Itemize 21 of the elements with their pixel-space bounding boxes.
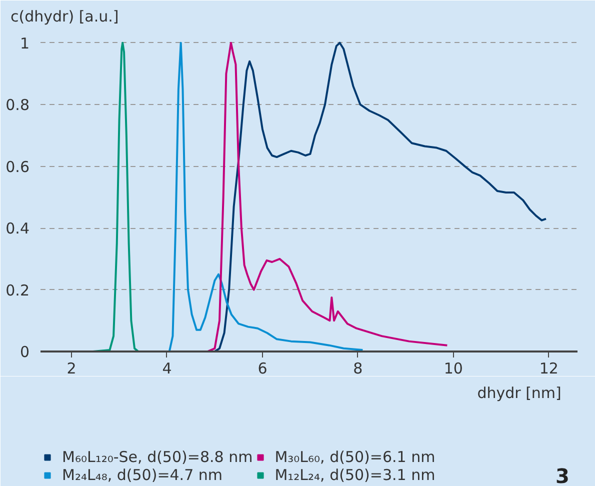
legend-label: M₃₀L₆₀, d(50)=6.1 nm bbox=[274, 448, 436, 466]
line-series bbox=[214, 42, 547, 352]
x-tick-label: 10 bbox=[444, 360, 463, 378]
legend-label: M₆₀L₁₂₀-Se, d(50)=8.8 nm bbox=[62, 448, 253, 466]
x-tick-label: 4 bbox=[162, 360, 172, 378]
y-tick-label: 0.6 bbox=[6, 158, 30, 176]
y-tick-label: 0.8 bbox=[6, 96, 30, 114]
legend-label: M₁₂L₂₄, d(50)=3.1 nm bbox=[274, 466, 436, 484]
y-tick-label: 0 bbox=[20, 343, 30, 361]
legend-label: M₂₄L₄₈, d(50)=4.7 nm bbox=[62, 466, 223, 484]
y-tick-label: 1 bbox=[20, 34, 30, 52]
y-axis-title: c(dhydr) [a.u.] bbox=[10, 8, 119, 26]
y-tick-label: 0.4 bbox=[6, 220, 30, 238]
x-axis-title: dhydr [nm] bbox=[477, 384, 562, 402]
x-tick-label: 12 bbox=[539, 360, 558, 378]
text: 3 bbox=[556, 464, 570, 486]
x-tick-label: 8 bbox=[353, 360, 363, 378]
line-series bbox=[206, 42, 448, 352]
x-tick-label: 6 bbox=[258, 360, 268, 378]
y-tick-label: 0.2 bbox=[6, 281, 30, 300]
x-tick-label: 2 bbox=[66, 360, 76, 378]
